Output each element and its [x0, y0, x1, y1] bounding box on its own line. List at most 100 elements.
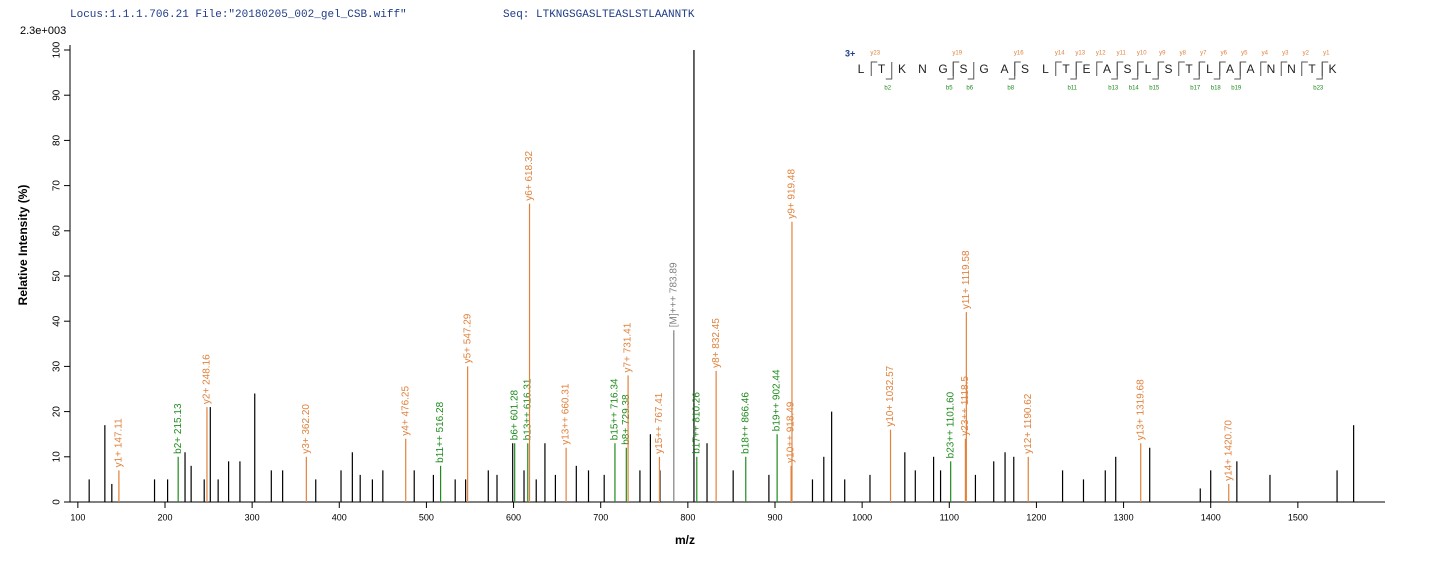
y-break-label: y8 — [1180, 51, 1187, 57]
y-break-label: y4 — [1262, 51, 1269, 57]
y-break-label: y9 — [1159, 51, 1166, 57]
y-break — [1219, 61, 1226, 76]
y-break — [1055, 61, 1062, 76]
peak-label: y5+ 547.29 — [462, 313, 473, 363]
residue: L — [858, 62, 865, 76]
b-break — [1213, 62, 1221, 80]
b-break — [885, 62, 893, 80]
peak-label: y9+ 919.48 — [787, 169, 798, 219]
y-break-label: y19 — [952, 51, 962, 57]
peak-label: y15++ 767.41 — [654, 392, 665, 454]
y-break — [1137, 61, 1144, 76]
peak-label: y10++ 918.49 — [786, 401, 797, 463]
b-break — [947, 62, 954, 80]
peak-label: y4+ 476.25 — [400, 386, 411, 436]
sequence-label: Seq: LTKNGSGASLTEASLSTLAANNTK — [503, 9, 695, 21]
peak-label: b2+ 215.13 — [173, 403, 184, 454]
y-break-label: y3 — [1282, 51, 1289, 57]
x-tick-label: 300 — [245, 512, 260, 522]
y-break-label: y7 — [1200, 51, 1207, 57]
x-tick-label: 700 — [593, 512, 608, 522]
y-axis-title: Relative Intensity (%) — [16, 185, 30, 306]
residue: S — [1021, 62, 1029, 76]
y-break-label: y10 — [1137, 51, 1147, 57]
x-tick-label: 1500 — [1288, 512, 1308, 522]
y-tick-label: 40 — [52, 315, 63, 327]
residue: G — [979, 62, 988, 76]
y-tick-label: 80 — [52, 134, 63, 146]
x-tick-label: 500 — [419, 512, 434, 522]
peak-label: y7+ 731.41 — [623, 322, 634, 372]
residue: K — [898, 62, 906, 76]
y-break — [1157, 61, 1165, 76]
b-break — [1008, 62, 1016, 80]
y-break — [1178, 61, 1185, 76]
b-break-label: b14 — [1129, 86, 1140, 92]
y-break-label: y12 — [1096, 51, 1106, 57]
peak-label: y1+ 147.11 — [114, 418, 125, 467]
residue: T — [1185, 62, 1193, 76]
y-break — [1198, 61, 1206, 76]
y-break-label: y2 — [1303, 51, 1310, 57]
y-break-label: y23 — [870, 51, 880, 57]
y-break — [1301, 61, 1308, 76]
b-break — [1070, 62, 1077, 80]
y-break-label: y14 — [1055, 51, 1065, 57]
y-break — [1260, 61, 1267, 76]
y-break-label: y1 — [1323, 51, 1330, 57]
peak-label: b11++ 516.28 — [435, 401, 446, 462]
b-break — [1234, 62, 1241, 80]
peak-label: y13+ 1319.68 — [1135, 379, 1146, 440]
x-tick-label: 600 — [506, 512, 521, 522]
y-tick-label: 50 — [52, 270, 63, 282]
y-break — [1239, 61, 1247, 76]
b-break-label: b8 — [1007, 86, 1014, 92]
x-tick-label: 900 — [767, 512, 782, 522]
residue: T — [1062, 62, 1070, 76]
b-break-label: b17 — [1190, 86, 1201, 92]
y-tick-label: 20 — [52, 406, 63, 418]
residue: A — [1246, 62, 1254, 76]
y-break — [870, 61, 878, 76]
y-break — [1096, 61, 1103, 76]
residue: T — [1308, 62, 1316, 76]
b-break-label: b2 — [884, 86, 891, 92]
y-break-label: y6 — [1221, 51, 1228, 57]
y-break-label: y13 — [1075, 51, 1085, 57]
peak-label: b18++ 866.46 — [740, 392, 751, 454]
peak-label: y23++ 1118.5 — [960, 376, 971, 436]
y-tick-label: 30 — [52, 360, 63, 372]
b-break — [1111, 62, 1118, 80]
y-break — [952, 61, 960, 76]
peak-label: y12+ 1190.62 — [1023, 393, 1034, 454]
y-tick-label: 90 — [52, 89, 63, 101]
residue: T — [878, 62, 886, 76]
charge-label: 3+ — [845, 48, 855, 58]
y-tick-label: 60 — [52, 225, 63, 237]
y-tick-label: 100 — [52, 41, 63, 58]
x-tick-label: 100 — [70, 512, 85, 522]
peak-label: [M]+++ 783.89 — [668, 262, 679, 327]
b-break-label: b18 — [1211, 86, 1222, 92]
b-break — [1152, 62, 1159, 80]
x-tick-label: 1400 — [1201, 512, 1221, 522]
b-break-label: b23 — [1313, 86, 1324, 92]
residue: S — [959, 62, 967, 76]
peak-label: b13++ 616.31 — [522, 378, 533, 440]
b-break-label: b13 — [1108, 86, 1119, 92]
peak-label: b15++ 716.34 — [610, 378, 621, 440]
x-tick-label: 200 — [157, 512, 172, 522]
residue: K — [1328, 62, 1336, 76]
peak-label: b6+ 601.28 — [509, 389, 520, 440]
x-tick-label: 1300 — [1114, 512, 1134, 522]
y-break-label: y16 — [1014, 51, 1024, 57]
residue: A — [1103, 62, 1111, 76]
y-tick-label: 10 — [52, 451, 63, 463]
peak-label: y6+ 618.32 — [524, 150, 535, 200]
residue: L — [1206, 62, 1213, 76]
b-break — [1131, 62, 1139, 80]
peak-label: y2+ 248.16 — [202, 354, 213, 404]
header: Locus:1.1.1.706.21 File:"20180205_002_ge… — [70, 9, 407, 21]
b-break-label: b5 — [946, 86, 953, 92]
